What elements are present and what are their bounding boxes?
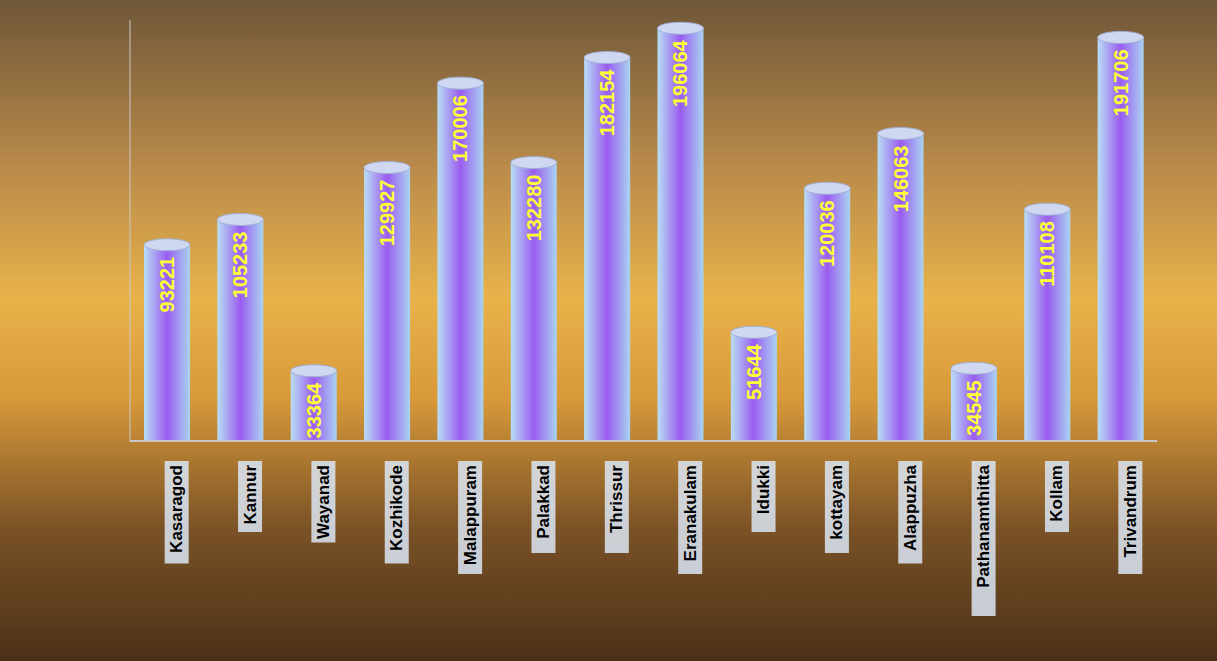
svg-text:129927: 129927	[376, 180, 398, 247]
svg-text:Eranakulam: Eranakulam	[681, 465, 700, 561]
svg-text:Wayanad: Wayanad	[314, 465, 333, 539]
svg-text:Pathanamthitta: Pathanamthitta	[974, 464, 993, 587]
svg-text:170006: 170006	[449, 95, 471, 162]
svg-text:Kannur: Kannur	[241, 465, 260, 525]
svg-text:Idukki: Idukki	[754, 465, 773, 514]
svg-text:191706: 191706	[1110, 49, 1132, 116]
svg-text:132280: 132280	[523, 175, 545, 242]
svg-text:kottayam: kottayam	[827, 465, 846, 540]
svg-text:Palakkad: Palakkad	[534, 465, 553, 539]
svg-text:120036: 120036	[816, 200, 838, 267]
svg-text:93221: 93221	[156, 257, 178, 313]
svg-text:182154: 182154	[596, 69, 618, 137]
svg-text:Kasaragod: Kasaragod	[167, 465, 186, 553]
svg-text:Malappuram: Malappuram	[461, 465, 480, 565]
svg-text:196064: 196064	[670, 39, 692, 107]
svg-text:Alappuzha: Alappuzha	[901, 464, 920, 550]
svg-text:110108: 110108	[1036, 221, 1058, 287]
svg-text:Kozhikode: Kozhikode	[387, 465, 406, 551]
svg-text:33364: 33364	[303, 382, 325, 438]
svg-text:51644: 51644	[743, 343, 765, 399]
svg-text:Kollam: Kollam	[1047, 465, 1066, 522]
svg-text:Trivandrum: Trivandrum	[1121, 465, 1140, 558]
svg-text:146063: 146063	[890, 146, 912, 213]
svg-text:Thrissur: Thrissur	[607, 465, 626, 533]
svg-text:34545: 34545	[963, 380, 985, 436]
svg-text:105233: 105233	[229, 231, 251, 298]
